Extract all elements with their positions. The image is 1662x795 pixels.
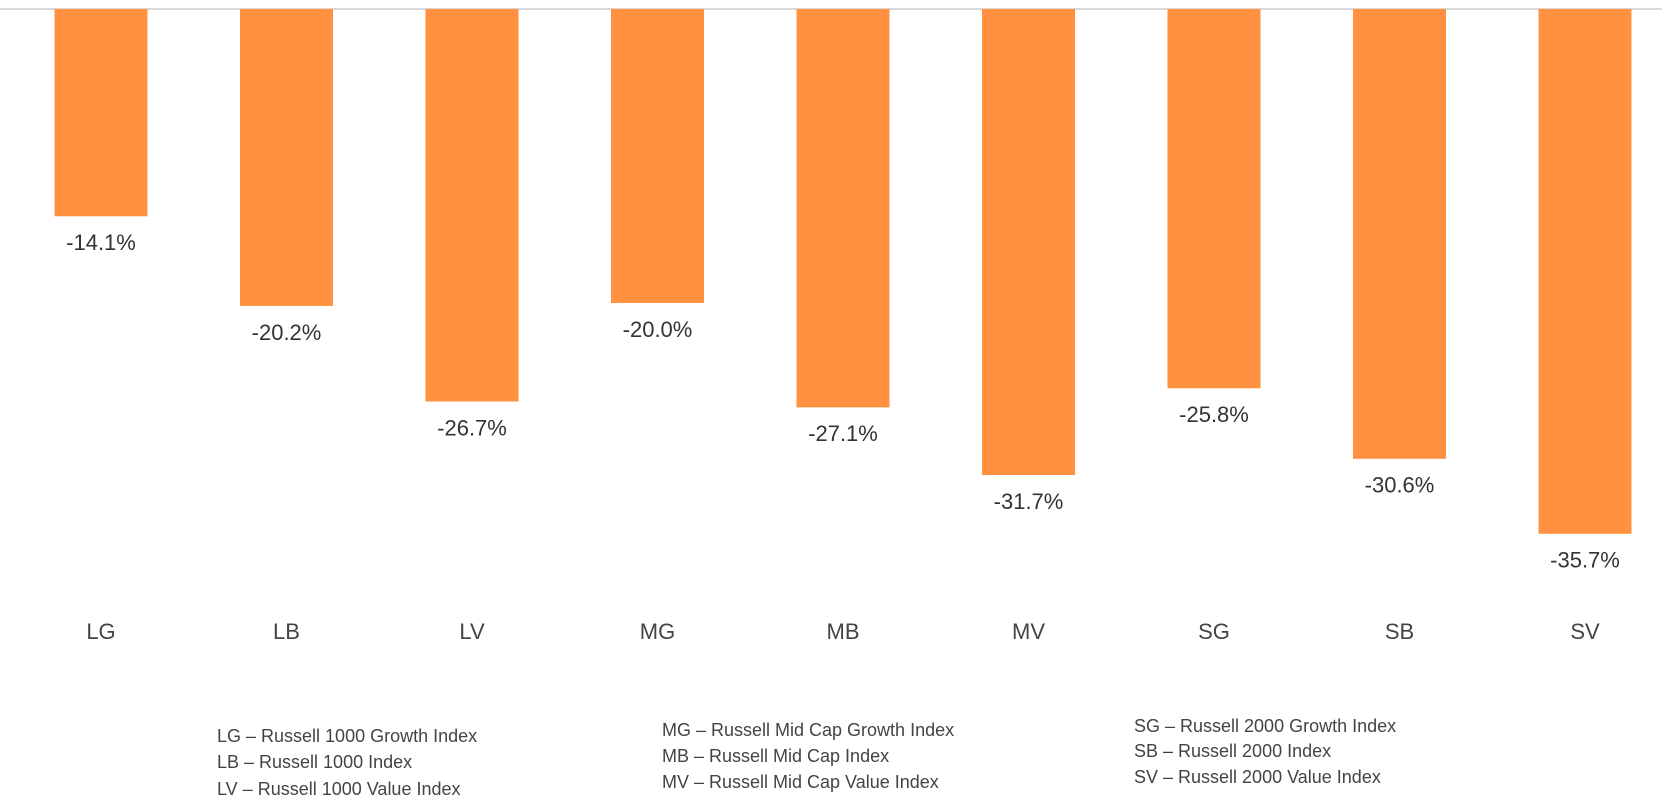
bar <box>611 9 704 303</box>
bar <box>425 9 519 402</box>
legend-note: SV – Russell 2000 Value Index <box>1134 767 1381 787</box>
x-tick-label: MV <box>1012 619 1045 644</box>
legend-note: MG – Russell Mid Cap Growth Index <box>662 720 954 740</box>
value-label: -35.7% <box>1550 548 1620 573</box>
bar <box>54 9 148 217</box>
bar <box>1167 9 1261 389</box>
value-label: -25.8% <box>1179 402 1249 427</box>
legend-note: LB – Russell 1000 Index <box>217 752 412 772</box>
x-tick-label: MG <box>640 619 675 644</box>
x-tick-label: LV <box>459 619 485 644</box>
legend-note: MV – Russell Mid Cap Value Index <box>662 772 939 792</box>
bar <box>1538 9 1632 534</box>
value-label: -14.1% <box>66 230 136 255</box>
x-tick-label: LG <box>86 619 115 644</box>
legend-note: MB – Russell Mid Cap Index <box>662 746 889 766</box>
legend-note: LG – Russell 1000 Growth Index <box>217 726 477 746</box>
x-tick-label: SB <box>1385 619 1414 644</box>
value-label: -27.1% <box>808 421 878 446</box>
x-tick-label: SG <box>1198 619 1230 644</box>
x-tick-label: SV <box>1570 619 1600 644</box>
value-label: -20.2% <box>252 320 322 345</box>
x-tick-label: LB <box>273 619 300 644</box>
bar <box>796 9 890 408</box>
legend-note: SG – Russell 2000 Growth Index <box>1134 716 1396 736</box>
value-label: -31.7% <box>994 489 1064 514</box>
bar <box>240 9 333 306</box>
x-tick-label: MB <box>827 619 860 644</box>
value-label: -20.0% <box>623 317 693 342</box>
bar <box>1353 9 1446 459</box>
bar <box>982 9 1075 475</box>
legend-note: SB – Russell 2000 Index <box>1134 741 1331 761</box>
value-label: -26.7% <box>437 415 507 440</box>
value-label: -30.6% <box>1365 473 1435 498</box>
legend-note: LV – Russell 1000 Value Index <box>217 779 461 795</box>
